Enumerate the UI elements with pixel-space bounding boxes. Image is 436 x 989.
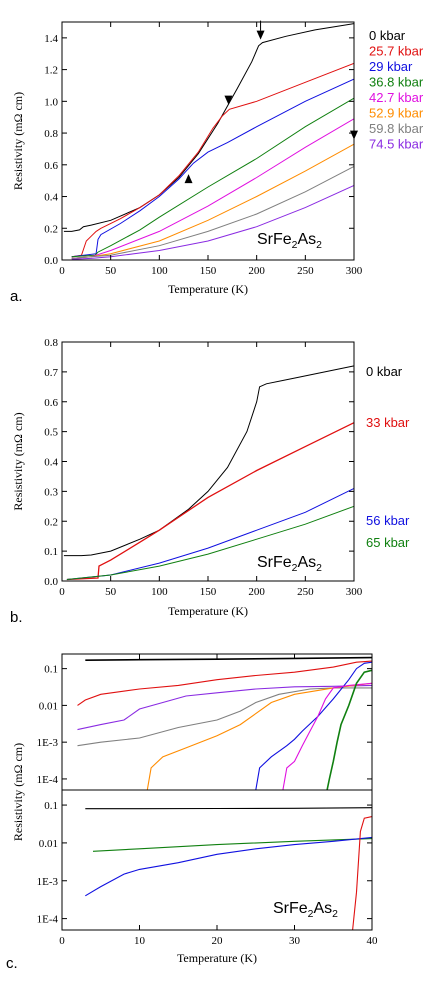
- panel-b-ytick-label-2: 0.2: [44, 516, 58, 528]
- panel-c-upper-frame: [61, 653, 373, 791]
- panel-b-ylabel: Resistivity (mΩ cm): [11, 412, 25, 510]
- panel-c-upper-series-2: [77, 684, 372, 731]
- panel-b-ytick-label-1: 0.1: [44, 546, 58, 558]
- panel-b-legend-0: 0 kbar: [366, 364, 403, 379]
- panel-c-upper-series-4: [146, 682, 372, 790]
- panel-a-xtick-label-4: 200: [248, 265, 265, 277]
- panel-a-arrow-3: [350, 130, 358, 140]
- panel-b-series-3: [66, 505, 355, 580]
- panel-a-series-4: [71, 118, 354, 259]
- panel-a-ytick-label-5: 1.0: [44, 96, 58, 108]
- panel-b-series-1: [66, 422, 355, 581]
- panel-a-legend-2: 29 kbar: [369, 59, 413, 74]
- panel-c-ylabel: Resistivity (mΩ cm): [11, 743, 25, 841]
- panel-a-ytick-label-6: 1.2: [44, 65, 58, 77]
- panel-c-xtick-label-4: 40: [367, 935, 379, 947]
- panel-a-arrow-0: [256, 30, 265, 40]
- panel-b-xtick-label-2: 100: [151, 586, 168, 598]
- panel-a-series-2: [71, 78, 354, 258]
- panel-c-upper-ytick-label-2: 1E-3: [37, 737, 59, 749]
- panel-c-upper-ytick-label-0: 0.1: [44, 664, 58, 676]
- panel-c-lower-series-3: [352, 815, 372, 930]
- panel-c-lower-ytick-label-0: 0.1: [44, 800, 58, 812]
- panel-a-ytick-label-0: 0.0: [44, 255, 58, 267]
- panel-a-xtick-label-2: 100: [151, 265, 168, 277]
- panel-a-frame: [61, 21, 355, 261]
- panel-a-xtick-label-6: 300: [346, 265, 363, 277]
- panel-a-series-1: [71, 62, 354, 258]
- panel-a-ytick-label-2: 0.4: [44, 192, 58, 204]
- panel-a-xtick-label-1: 50: [105, 265, 117, 277]
- panel-a-ytick-label-3: 0.6: [44, 160, 58, 172]
- panel-b-ytick-label-6: 0.6: [44, 397, 58, 409]
- panel-b-xlabel: Temperature (K): [168, 604, 248, 618]
- panel-a-legend-6: 59.8 kbar: [369, 121, 424, 136]
- panel-a-legend-1: 25.7 kbar: [369, 44, 424, 59]
- panel-b-ytick-label-5: 0.5: [44, 427, 58, 439]
- panel-b-ytick-label-3: 0.3: [44, 486, 58, 498]
- panel-b-xtick-label-1: 50: [105, 586, 117, 598]
- panel-a-legend-0: 0 kbar: [369, 28, 406, 43]
- panel-c-xtick-label-1: 10: [134, 935, 146, 947]
- panel-a-legend-4: 42.7 kbar: [369, 90, 424, 105]
- panel-b-legend-3: 65 kbar: [366, 535, 410, 550]
- panel-b-xtick-label-4: 200: [248, 586, 265, 598]
- panel-c-lower-ytick-label-3: 1E-4: [37, 914, 59, 926]
- panel-a-legend-7: 74.5 kbar: [369, 137, 424, 152]
- panel-c-upper-series-0: [85, 656, 372, 661]
- panel-a-ylabel: Resistivity (mΩ cm): [11, 92, 25, 190]
- panel-c-upper-series-6: [282, 682, 372, 790]
- panel-b-ytick-label-8: 0.8: [44, 337, 58, 349]
- panel-b-formula: SrFe2As2: [257, 554, 322, 574]
- panel-a-series-3: [71, 97, 354, 258]
- panel-c-upper-series-5: [255, 661, 372, 790]
- panel-c-lower-series-1: [92, 838, 372, 852]
- panel-c-upper-series-1: [77, 660, 372, 706]
- panel-c-xtick-label-2: 20: [212, 935, 224, 947]
- panel-a-xtick-label-5: 250: [297, 265, 314, 277]
- panel-b-series-0: [63, 365, 355, 557]
- panel-a-ytick-label-1: 0.2: [44, 223, 58, 235]
- panel-a-series-0: [63, 23, 354, 232]
- panel-c-formula: SrFe2As2: [273, 900, 338, 920]
- panel-a-arrow-2: [184, 174, 193, 184]
- panel-a-series-6: [71, 165, 354, 259]
- panel-a-legend-3: 36.8 kbar: [369, 75, 424, 90]
- panel-b-ytick-label-0: 0.0: [44, 576, 58, 588]
- panel-a-label: a.: [10, 288, 23, 305]
- panel-a-ytick-label-4: 0.8: [44, 128, 58, 140]
- panel-b-frame: [61, 341, 355, 582]
- panel-c-xlabel: Temperature (K): [177, 951, 257, 965]
- panel-b-label: b.: [10, 609, 23, 626]
- panel-c-upper-ytick-label-3: 1E-4: [37, 774, 59, 786]
- panel-b-legend-2: 56 kbar: [366, 513, 410, 528]
- panel-c-lower-ytick-label-2: 1E-3: [37, 876, 59, 888]
- panel-b-xtick-label-0: 0: [59, 586, 65, 598]
- panel-b-xtick-label-3: 150: [200, 586, 217, 598]
- panel-b-ytick-label-7: 0.7: [44, 367, 58, 379]
- panel-a-arrow-1: [224, 95, 233, 105]
- panel-c-upper-series-3: [77, 687, 372, 747]
- panel-a-legend-5: 52.9 kbar: [369, 106, 424, 121]
- panel-a-ytick-label-7: 1.4: [44, 33, 58, 45]
- panel-a-xtick-label-3: 150: [200, 265, 217, 277]
- panel-a-xlabel: Temperature (K): [168, 282, 248, 296]
- panel-a-series-7: [71, 184, 354, 260]
- panel-c-lower-series-0: [85, 807, 372, 810]
- panel-b-ytick-label-4: 0.4: [44, 457, 58, 469]
- panel-b-xtick-label-6: 300: [346, 586, 363, 598]
- panel-c-lower-series-2: [85, 836, 372, 897]
- panel-c-xtick-label-3: 30: [289, 935, 301, 947]
- panel-c-xtick-label-0: 0: [59, 935, 65, 947]
- panel-c-lower-ytick-label-1: 0.01: [39, 838, 58, 850]
- panel-a-xtick-label-0: 0: [59, 265, 65, 277]
- panel-c-upper-ytick-label-1: 0.01: [39, 700, 58, 712]
- panel-c-upper-series-7: [326, 669, 372, 790]
- panel-c-label: c.: [6, 955, 18, 972]
- panel-b-legend-1: 33 kbar: [366, 415, 410, 430]
- panel-b-xtick-label-5: 250: [297, 586, 314, 598]
- panel-a-formula: SrFe2As2: [257, 231, 322, 251]
